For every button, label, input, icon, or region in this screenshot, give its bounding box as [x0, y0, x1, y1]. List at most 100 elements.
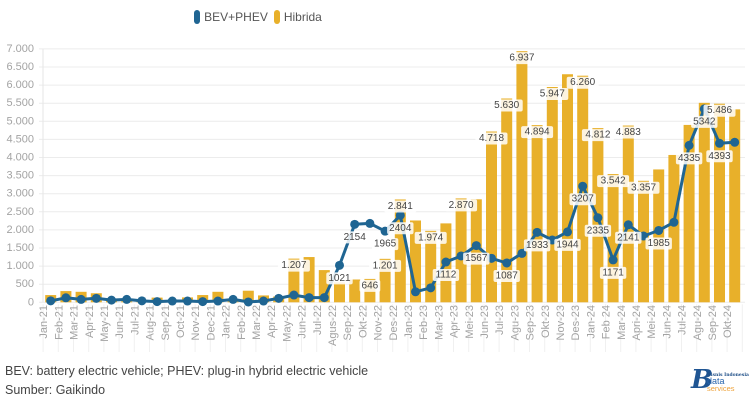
x-tick-label: Jan-21: [38, 305, 50, 339]
x-tick-label: Apr-22: [266, 305, 278, 338]
bar-hibrida: [668, 154, 680, 303]
bar-value-label-background: [414, 231, 447, 244]
bar-value-label-background: [581, 129, 614, 142]
point-bev-phev: [304, 293, 314, 303]
bar-hibrida: [349, 279, 361, 303]
bisnis-indonesia-data-services-logo: B Bisnis Indonesia data services: [690, 365, 749, 400]
bar-hibrida: [516, 51, 528, 303]
bar-hibrida: [379, 258, 391, 303]
x-tick-label: Agu-24: [692, 305, 704, 340]
x-tick-label: Jun-22: [297, 305, 309, 339]
x-tick-label: Aug-21: [145, 305, 157, 340]
bar-value-label: 1.974: [418, 232, 443, 243]
bar-hibrida: [242, 290, 254, 303]
x-tick-label: Sep-24: [707, 305, 719, 340]
bar-hibrida: [698, 102, 710, 303]
bar-hibrida: [562, 74, 573, 303]
x-tick-label: Agus-22: [327, 305, 339, 346]
point-bev-phev: [563, 227, 572, 237]
point-bev-phev: [228, 294, 238, 304]
chart-footer: BEV: battery electric vehicle; PHEV: plu…: [5, 362, 368, 400]
bar-hibrida: [455, 198, 467, 303]
point-value-label: 2335: [587, 225, 610, 236]
point-value-label-background: [706, 150, 733, 163]
point-bev-phev: [61, 293, 71, 303]
bar-hibrida: [334, 282, 345, 303]
x-tick-label: Feb 24: [601, 305, 613, 339]
x-tick-label: Jul-21: [129, 305, 141, 335]
legend-item-bev-phev: BEV+PHEV: [194, 10, 268, 24]
x-tick-label: Jun-21: [114, 305, 126, 339]
y-tick-label: 3.000: [6, 188, 34, 200]
bar-value-label-background: [703, 104, 736, 117]
point-bev-phev: [274, 293, 284, 303]
bar-value-label-background: [445, 199, 478, 212]
x-tick-label: Jul-24: [677, 305, 689, 335]
x-tick-label: Jan-22: [221, 305, 233, 339]
point-value-label-background: [463, 252, 490, 265]
x-tick-label: Nov-21: [190, 305, 202, 340]
x-tick-label: Agu-23: [509, 305, 521, 340]
y-tick-label: 5.000: [6, 115, 34, 127]
point-value-label-background: [691, 115, 718, 128]
point-value-label-background: [569, 193, 596, 206]
point-bev-phev: [395, 210, 405, 220]
point-value-label: 1087: [496, 270, 519, 281]
x-tick-label: Jan-23: [403, 305, 415, 339]
bar-hibrida: [683, 124, 695, 303]
bar-value-label: 1.207: [281, 260, 306, 271]
point-value-label: 1933: [526, 240, 549, 251]
bar-hibrida: [638, 180, 649, 303]
x-tick-label: Oct-21: [175, 305, 187, 338]
logo-word-services: services: [707, 384, 735, 393]
x-tick-label: Nov-22: [373, 305, 385, 340]
point-value-label: 1171: [602, 267, 624, 278]
y-tick-label: 2.000: [6, 224, 34, 236]
point-value-label-background: [523, 239, 551, 252]
point-value-label: 3207: [572, 194, 595, 205]
bar-value-label-background: [475, 132, 508, 145]
logo-word-data: data: [707, 376, 725, 386]
x-tick-label: May-21: [99, 305, 111, 342]
x-tick-label: Apr-21: [84, 305, 96, 338]
point-bev-phev: [259, 296, 268, 306]
point-bev-phev: [517, 248, 527, 258]
x-tick-label: Okt-23: [540, 305, 552, 338]
point-value-label: 5342: [693, 116, 716, 127]
point-value-label-background: [387, 222, 414, 235]
bar-hibrida: [501, 98, 513, 303]
point-bev-phev: [46, 296, 56, 306]
x-tick-label: Feb-22: [236, 305, 248, 340]
bar-value-label-background: [277, 259, 310, 272]
bar-value-label: 646: [362, 280, 379, 291]
point-value-label: 4393: [708, 151, 731, 162]
point-bev-phev: [122, 294, 132, 304]
y-axis-ticks: 0 500 1.000 1.500 2.000 2.500 3.000 3.500 4.000 4…: [6, 43, 34, 308]
bar-value-label: 2.841: [388, 201, 413, 212]
legend-label-hibrida: Hibrida: [283, 10, 322, 24]
x-tick-label: Des-22: [388, 305, 400, 340]
x-tick-label: Mar-22: [251, 305, 263, 340]
point-value-label-background: [371, 238, 399, 251]
point-value-label-background: [645, 237, 672, 250]
point-value-label-background: [432, 269, 460, 282]
bar-hibrida: [318, 270, 330, 303]
bar-value-label: 5.486: [707, 105, 732, 116]
point-value-label: 1567: [465, 253, 488, 264]
x-tick-label: Apr-23: [449, 305, 461, 338]
bar-hibrida: [410, 220, 421, 303]
point-value-label-background: [584, 224, 612, 237]
bar-value-label: 1.201: [373, 260, 398, 271]
point-bev-phev: [730, 137, 740, 147]
point-bev-phev: [502, 258, 512, 268]
x-tick-label: Des-23: [570, 305, 582, 340]
bar-value-label: 2.870: [449, 200, 474, 211]
point-value-label-background: [615, 231, 642, 244]
bar-hibrida: [470, 199, 482, 303]
point-bev-phev: [623, 220, 633, 230]
point-bev-phev: [183, 296, 192, 306]
point-bev-phev: [684, 140, 694, 150]
point-bev-phev: [167, 296, 177, 306]
logo-letter: B: [691, 365, 713, 395]
point-bev-phev: [198, 297, 208, 307]
